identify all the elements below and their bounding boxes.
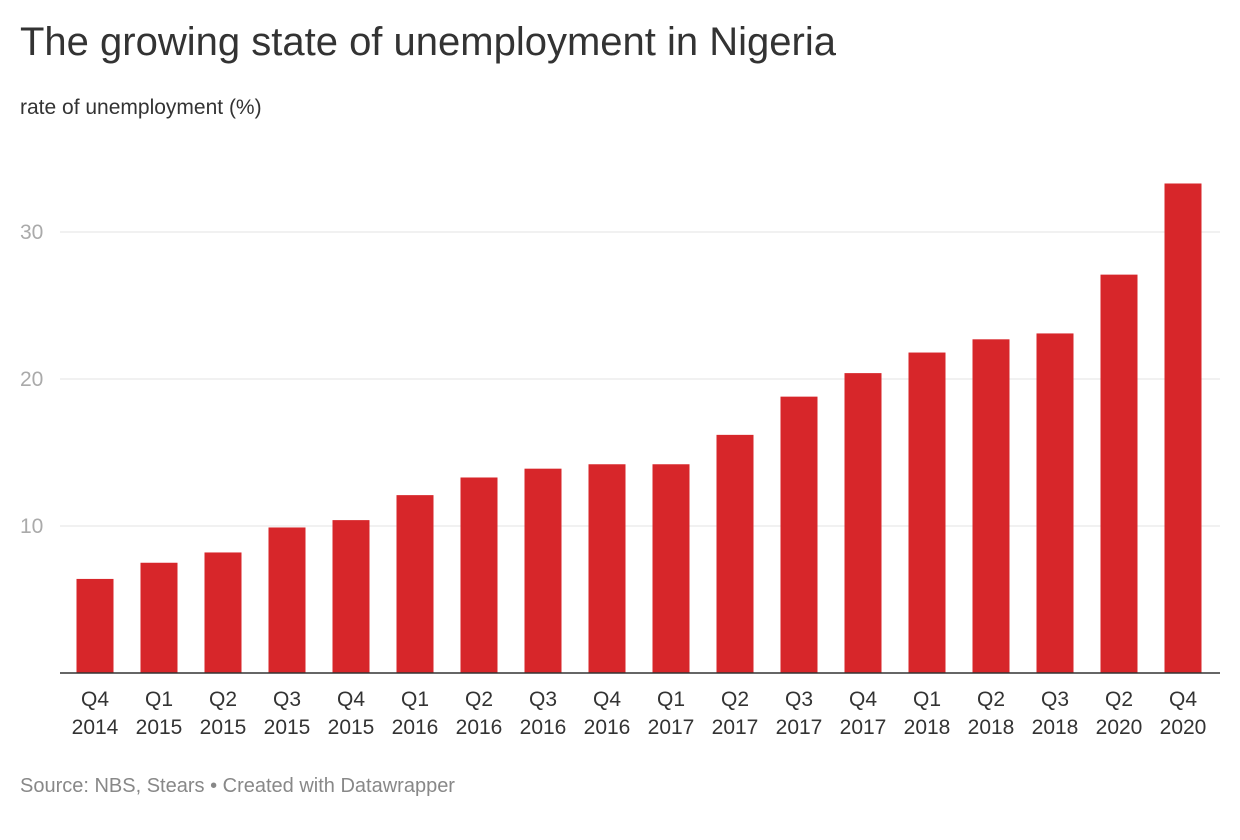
chart-subtitle: rate of unemployment (%) [20,96,262,119]
bar [1164,183,1202,674]
x-tick-label-quarter: Q2 [1105,688,1133,711]
x-tick-label-year: 2015 [264,716,311,739]
bar [268,527,306,673]
bar [332,520,370,673]
bar [524,468,562,673]
x-tick-label-year: 2017 [648,716,695,739]
bar [972,339,1010,673]
chart-title: The growing state of unemployment in Nig… [20,20,836,64]
x-tick-label-year: 2016 [392,716,439,739]
x-tick-label-quarter: Q4 [337,688,365,711]
bar [588,464,626,673]
x-tick-label-quarter: Q1 [913,688,941,711]
bar [844,373,882,673]
x-tick-label-year: 2020 [1160,716,1207,739]
x-tick-label-year: 2014 [72,716,119,739]
x-tick-label-year: 2017 [840,716,887,739]
bar [908,352,946,673]
bar-chart: 10 20 30 Q4 2014 Q1 2015 Q2 2015 Q3 2015 Q4 2015 Q1 20… [20,183,1220,739]
x-tick-label-quarter: Q3 [273,688,301,711]
x-tick-label-year: 2017 [712,716,759,739]
x-tick-label-quarter: Q4 [593,688,621,711]
x-tick-label-year: 2018 [1032,716,1079,739]
bar [716,434,754,673]
x-tick-label-year: 2015 [136,716,183,739]
x-tick-label-quarter: Q1 [145,688,173,711]
x-tick-label-year: 2015 [200,716,247,739]
x-tick-label-year: 2016 [584,716,631,739]
x-tick-label-quarter: Q2 [209,688,237,711]
x-tick-label-quarter: Q1 [401,688,429,711]
x-tick-label-quarter: Q3 [785,688,813,711]
x-tick-label-quarter: Q4 [1169,688,1197,711]
x-tick-label-year: 2017 [776,716,823,739]
x-tick-label-year: 2018 [968,716,1015,739]
x-tick-label-year: 2016 [520,716,567,739]
bar [1100,274,1138,673]
bar [780,396,818,673]
x-tick-label-year: 2015 [328,716,375,739]
y-tick-label: 10 [20,515,43,538]
y-tick-label: 20 [20,368,43,391]
x-tick-label-quarter: Q2 [465,688,493,711]
bar [652,464,690,673]
x-tick-label-year: 2016 [456,716,503,739]
bar [396,495,434,673]
y-tick-label: 30 [20,221,43,244]
x-tick-label-quarter: Q3 [529,688,557,711]
bar [460,477,498,673]
bar [76,578,114,673]
bar [140,562,178,673]
x-tick-label-quarter: Q3 [1041,688,1069,711]
x-tick-label-quarter: Q2 [721,688,749,711]
x-tick-label-year: 2020 [1096,716,1143,739]
x-tick-label-quarter: Q2 [977,688,1005,711]
x-tick-label-quarter: Q1 [657,688,685,711]
x-tick-label-quarter: Q4 [81,688,109,711]
bar [204,552,242,673]
x-tick-label-year: 2018 [904,716,951,739]
bar [1036,333,1074,673]
x-tick-label-quarter: Q4 [849,688,877,711]
source-credit: Source: NBS, Stears • Created with Dataw… [20,775,455,797]
